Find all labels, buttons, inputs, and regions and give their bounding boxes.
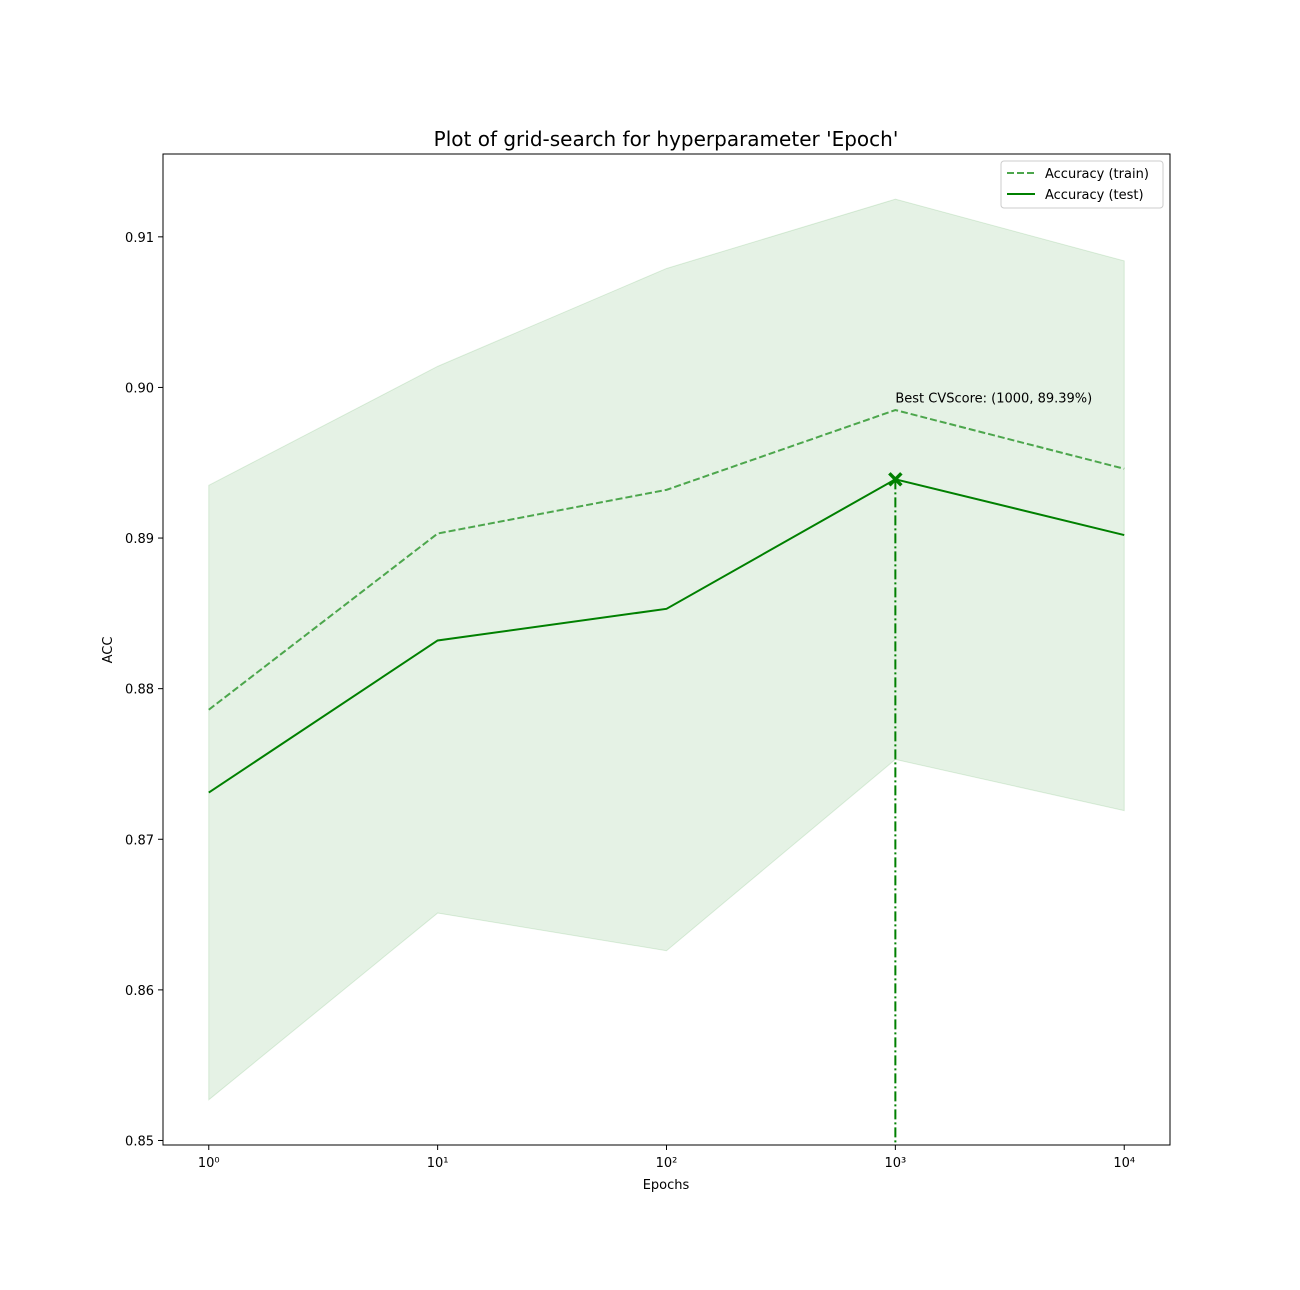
y-tick-label: 0.85 (125, 1134, 154, 1149)
chart-title: Plot of grid-search for hyperparameter '… (434, 127, 899, 151)
y-tick-label: 0.89 (125, 532, 154, 547)
legend: Accuracy (train) Accuracy (test) (1000, 160, 1164, 209)
y-tick-label: 0.88 (125, 683, 154, 698)
best-marker (888, 472, 903, 487)
y-tick-label: 0.86 (125, 984, 154, 999)
x-tick-label: 10⁰ (198, 1156, 220, 1171)
series-line (208, 478, 1125, 794)
y-tick-label: 0.87 (125, 833, 154, 848)
best-annotation: Best CVScore: (1000, 89.39%) (895, 391, 1092, 406)
x-tick-label: 10⁴ (1113, 1156, 1135, 1171)
x-tick-label: 10² (656, 1156, 678, 1171)
legend-label: Accuracy (test) (1045, 188, 1144, 203)
y-axis-label: ACC (101, 637, 116, 664)
y-tick-label: 0.91 (125, 231, 154, 246)
x-axis-label: Epochs (643, 1178, 690, 1193)
series-line (208, 408, 1125, 711)
y-tick-label: 0.90 (125, 381, 154, 396)
std-band (208, 198, 1125, 1101)
legend-label: Accuracy (train) (1045, 167, 1149, 182)
x-tick-label: 10¹ (427, 1156, 449, 1171)
legend-box (1000, 160, 1164, 209)
x-tick-label: 10³ (884, 1156, 906, 1171)
